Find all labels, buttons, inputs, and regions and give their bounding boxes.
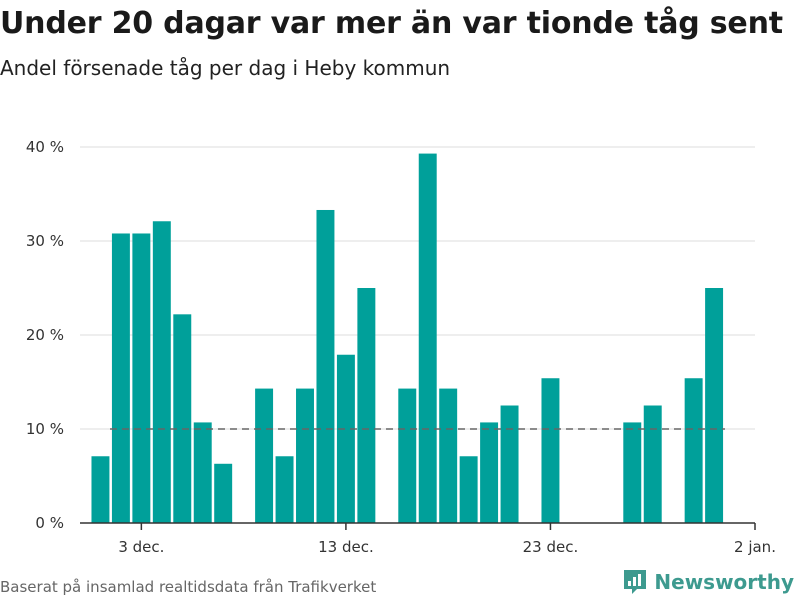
bar [173,314,192,523]
brand-name: Newsworthy [654,570,794,594]
bar [439,388,458,523]
bar [193,422,212,523]
chart-title: Under 20 dagar var mer än var tionde tåg… [0,6,783,41]
y-tick-label: 0 % [35,514,64,532]
chart-subtitle: Andel försenade tåg per dag i Heby kommu… [0,56,451,80]
bar [398,388,417,523]
bar [214,463,233,523]
y-tick-label: 40 % [26,138,64,156]
bar [255,388,274,523]
bar [480,422,499,523]
source-note: Baserat på insamlad realtidsdata från Tr… [0,578,377,596]
chart-logo-icon [624,570,647,594]
bar [111,233,130,524]
x-tick-label: 13 dec. [318,538,374,556]
bar [418,153,437,523]
bar [275,456,294,523]
brand-logo[interactable]: Newsworthy [622,568,794,596]
bar [643,405,662,523]
bar [316,209,335,524]
bar [357,288,376,523]
y-tick-label: 30 % [26,232,64,250]
bar [500,405,519,523]
bar [152,221,171,523]
bar [132,233,151,524]
bar [684,378,703,523]
bar [541,378,560,523]
x-tick-label: 2 jan. [734,538,776,556]
y-tick-label: 20 % [26,326,64,344]
bar [459,456,478,523]
bar [705,288,724,523]
bar [91,456,110,523]
bar [296,388,314,523]
bar [623,422,642,523]
x-tick-label: 3 dec. [118,538,164,556]
x-tick-label: 23 dec. [523,538,579,556]
bar [336,354,355,523]
y-tick-label: 10 % [26,420,64,438]
